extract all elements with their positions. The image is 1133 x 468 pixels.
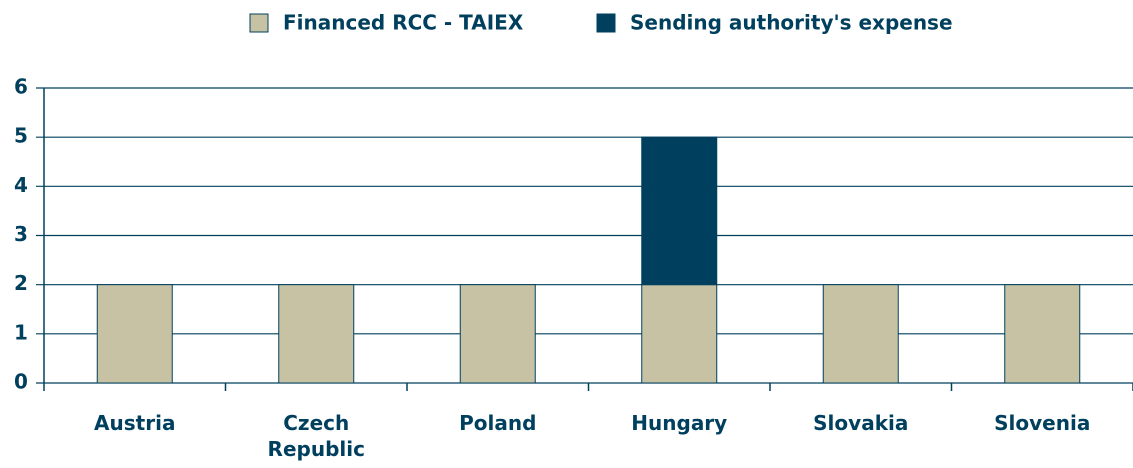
bar-segment xyxy=(641,284,718,384)
legend-label: Sending authority's expense xyxy=(630,11,953,35)
bar-segment xyxy=(278,284,355,384)
y-tick-label: 5 xyxy=(14,124,28,148)
x-tick-label: Slovakia xyxy=(813,411,909,435)
y-tick-label: 2 xyxy=(14,271,28,295)
bar-segment xyxy=(459,284,536,384)
y-tick-label: 0 xyxy=(14,370,28,394)
bar-segment xyxy=(96,284,173,384)
x-tick-label: Czech Republic xyxy=(267,411,365,461)
legend-swatch xyxy=(596,13,616,33)
x-tick-label: Slovenia xyxy=(994,411,1091,435)
y-tick-label: 4 xyxy=(14,173,28,197)
x-tick-label: Poland xyxy=(459,411,537,435)
y-tick-label: 1 xyxy=(14,320,28,344)
y-tick-label: 6 xyxy=(14,75,28,99)
legend-swatch xyxy=(249,13,269,33)
x-tick-label: Austria xyxy=(94,411,176,435)
legend-label: Financed RCC - TAIEX xyxy=(283,11,524,35)
y-tick-label: 3 xyxy=(14,222,28,246)
bar-segment xyxy=(822,284,899,384)
bar-segment xyxy=(1004,284,1081,384)
x-tick-label: Hungary xyxy=(631,411,728,435)
bar-segment xyxy=(641,136,718,286)
